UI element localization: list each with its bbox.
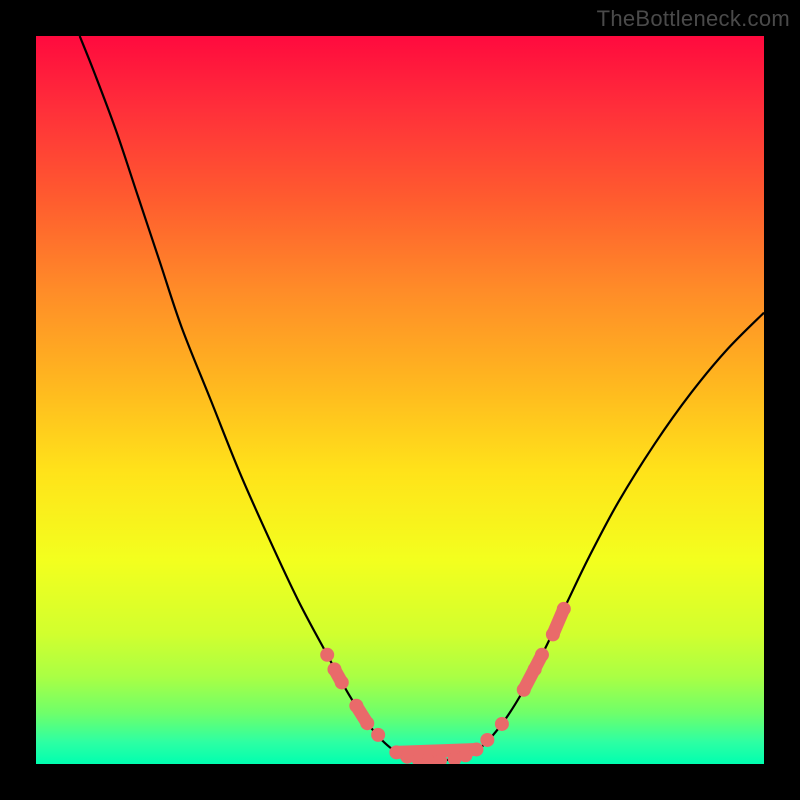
marker-point bbox=[546, 628, 559, 641]
marker-point bbox=[481, 733, 494, 746]
marker-point bbox=[335, 676, 348, 689]
marker-point bbox=[535, 648, 548, 661]
chart-svg bbox=[36, 36, 764, 764]
marker-point bbox=[361, 717, 374, 730]
marker-point bbox=[372, 728, 385, 741]
marker-segments-group bbox=[334, 609, 563, 752]
marker-point bbox=[557, 602, 570, 615]
bottleneck-curve bbox=[80, 36, 764, 760]
plot-area bbox=[36, 36, 764, 764]
marker-point bbox=[350, 699, 363, 712]
chart-container: TheBottleneck.com bbox=[0, 0, 800, 800]
marker-point bbox=[328, 663, 341, 676]
watermark-text: TheBottleneck.com bbox=[597, 6, 790, 32]
marker-point bbox=[517, 683, 530, 696]
marker-point bbox=[470, 743, 483, 756]
marker-point bbox=[434, 754, 447, 764]
marker-point bbox=[528, 663, 541, 676]
marker-point bbox=[495, 717, 508, 730]
marker-point bbox=[321, 648, 334, 661]
